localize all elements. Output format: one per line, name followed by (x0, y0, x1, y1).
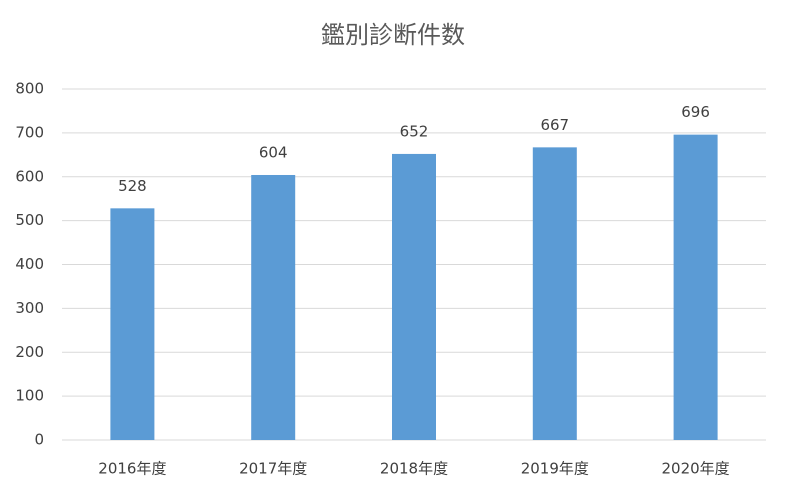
y-tick-label: 100 (15, 387, 44, 405)
data-label: 604 (259, 143, 288, 161)
data-label: 652 (400, 122, 429, 140)
x-tick-label: 2017年度 (239, 460, 307, 478)
y-tick-label: 200 (15, 343, 44, 361)
data-label: 696 (681, 103, 710, 121)
data-label: 528 (118, 177, 147, 195)
y-tick-label: 800 (15, 80, 44, 98)
bar (673, 134, 718, 440)
x-tick-label: 2020年度 (662, 460, 730, 478)
bar (532, 147, 577, 440)
y-tick-label: 500 (15, 211, 44, 229)
y-tick-label: 600 (15, 167, 44, 185)
bar (392, 153, 436, 440)
y-tick-label: 700 (15, 123, 44, 141)
y-tick-label: 0 (34, 431, 44, 449)
x-tick-label: 2016年度 (98, 460, 166, 478)
data-label: 667 (540, 116, 569, 134)
y-tick-label: 300 (15, 299, 44, 317)
x-tick-label: 2018年度 (380, 460, 448, 478)
x-tick-label: 2019年度 (521, 460, 589, 478)
chart-title: 鑑別診断件数 (321, 21, 465, 49)
y-tick-label: 400 (15, 255, 44, 273)
bar (251, 174, 296, 440)
bar (110, 208, 155, 440)
